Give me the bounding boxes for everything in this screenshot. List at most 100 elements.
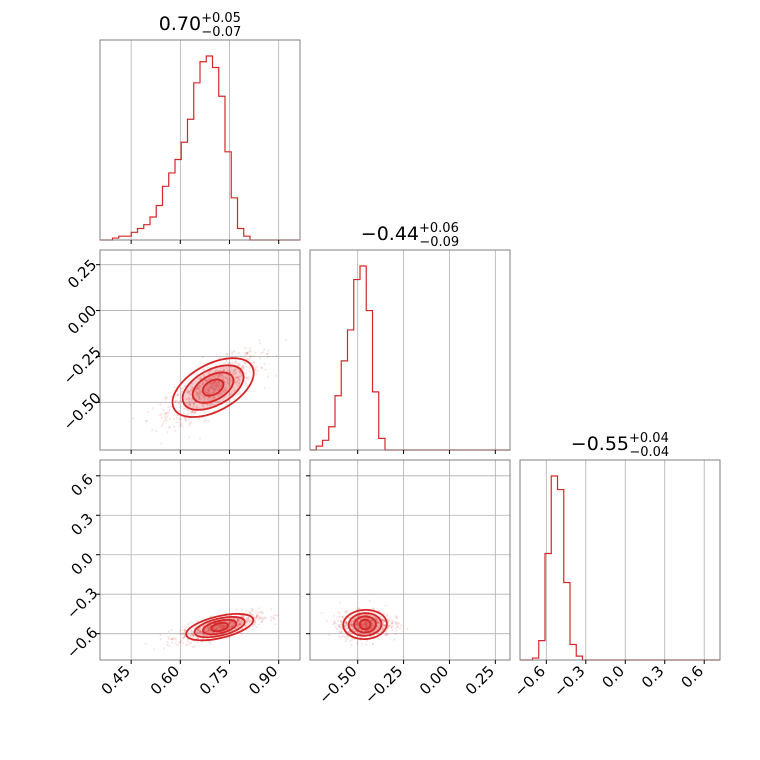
sample-point bbox=[229, 369, 233, 372]
panel-frame bbox=[99, 459, 301, 661]
sample-point bbox=[204, 379, 207, 382]
sample-point bbox=[273, 618, 276, 621]
scatter-panel-1-2: −0.50 −0.25 0.00 0.25 bbox=[306, 459, 511, 707]
sample-point bbox=[371, 624, 374, 627]
x-tick-label: −0.6 bbox=[511, 662, 549, 700]
sample-point bbox=[191, 633, 194, 636]
sample-point bbox=[214, 387, 217, 390]
histogram-panel-0: 0.70+0.05 −0.07 bbox=[99, 11, 301, 244]
sample-point bbox=[255, 373, 258, 376]
sample-point bbox=[229, 625, 232, 628]
sample-point bbox=[381, 621, 385, 625]
sample-point bbox=[363, 620, 366, 623]
sample-point bbox=[217, 382, 220, 385]
sample-point bbox=[201, 380, 204, 383]
sample-point bbox=[236, 620, 239, 623]
sample-point bbox=[238, 621, 241, 624]
sample-point bbox=[195, 393, 199, 396]
sample-point bbox=[187, 624, 190, 628]
sample-point bbox=[187, 418, 190, 421]
sample-point bbox=[228, 622, 231, 626]
sample-point bbox=[164, 398, 167, 401]
sample-point bbox=[237, 351, 240, 354]
sample-point bbox=[338, 630, 341, 633]
sample-point bbox=[238, 623, 241, 626]
sample-point bbox=[180, 387, 183, 390]
sample-point bbox=[238, 379, 241, 382]
sample-point bbox=[226, 379, 229, 382]
sample-point bbox=[210, 391, 213, 394]
sample-point bbox=[178, 417, 181, 420]
sample-point bbox=[178, 629, 182, 632]
sample-point bbox=[250, 607, 253, 610]
scatter-panel-0-1: −0.50−0.25 0.00 0.25 bbox=[60, 249, 301, 454]
sample-point bbox=[207, 377, 210, 380]
sample-point bbox=[222, 368, 225, 371]
sample-point bbox=[182, 632, 186, 635]
sample-point bbox=[167, 406, 170, 409]
sample-point bbox=[181, 425, 184, 428]
sample-point bbox=[201, 633, 205, 637]
sample-point bbox=[261, 350, 265, 354]
sample-point bbox=[185, 408, 189, 411]
sample-point bbox=[189, 391, 192, 394]
sample-point bbox=[200, 631, 203, 634]
sample-point bbox=[233, 373, 237, 376]
sample-point bbox=[215, 628, 218, 631]
sample-point bbox=[206, 628, 209, 631]
sample-point bbox=[238, 622, 242, 626]
sample-point bbox=[360, 622, 363, 625]
sample-point bbox=[224, 389, 227, 392]
sample-point bbox=[255, 614, 259, 617]
sample-point bbox=[189, 633, 192, 636]
sample-point bbox=[362, 626, 366, 629]
sample-point bbox=[350, 622, 353, 625]
sample-point bbox=[214, 625, 218, 629]
sample-point bbox=[350, 643, 353, 646]
sample-point bbox=[198, 384, 201, 388]
sample-point bbox=[367, 622, 370, 625]
sample-point bbox=[217, 626, 220, 629]
sample-point bbox=[199, 629, 202, 633]
sample-point bbox=[215, 626, 219, 629]
sample-point bbox=[227, 368, 230, 371]
sample-point bbox=[355, 623, 359, 626]
sample-point bbox=[242, 360, 245, 364]
x-tick-label: 0.3 bbox=[638, 662, 668, 692]
sample-point bbox=[360, 629, 363, 632]
sample-point bbox=[233, 368, 236, 371]
sample-point bbox=[358, 627, 361, 630]
sample-point bbox=[261, 618, 264, 621]
sample-point bbox=[243, 624, 247, 627]
sample-point bbox=[231, 361, 234, 365]
sample-point bbox=[232, 624, 236, 627]
sample-point bbox=[245, 385, 249, 388]
sample-point bbox=[256, 369, 259, 372]
sample-point bbox=[205, 380, 208, 383]
density-contour bbox=[210, 621, 229, 633]
x-tick-label: 0.60 bbox=[147, 662, 183, 698]
sample-point bbox=[242, 615, 246, 618]
sample-point bbox=[232, 397, 235, 401]
sample-point bbox=[211, 381, 214, 384]
sample-point bbox=[208, 627, 211, 630]
panel-frame bbox=[309, 459, 511, 661]
sample-point bbox=[345, 610, 349, 613]
sample-point bbox=[181, 387, 184, 390]
sample-point bbox=[221, 397, 225, 400]
sample-point bbox=[238, 381, 241, 385]
sample-point bbox=[271, 616, 275, 620]
sample-point bbox=[377, 620, 380, 623]
sample-point bbox=[338, 635, 341, 638]
sample-point bbox=[328, 633, 331, 637]
sample-point bbox=[216, 388, 219, 391]
sample-point bbox=[381, 617, 384, 620]
sample-point bbox=[209, 385, 212, 388]
sample-point bbox=[240, 622, 243, 625]
sample-point bbox=[352, 619, 355, 622]
sample-point bbox=[219, 625, 222, 629]
sample-point bbox=[189, 629, 192, 632]
sample-point bbox=[232, 622, 235, 625]
sample-point bbox=[344, 621, 348, 624]
sample-point bbox=[250, 354, 253, 357]
